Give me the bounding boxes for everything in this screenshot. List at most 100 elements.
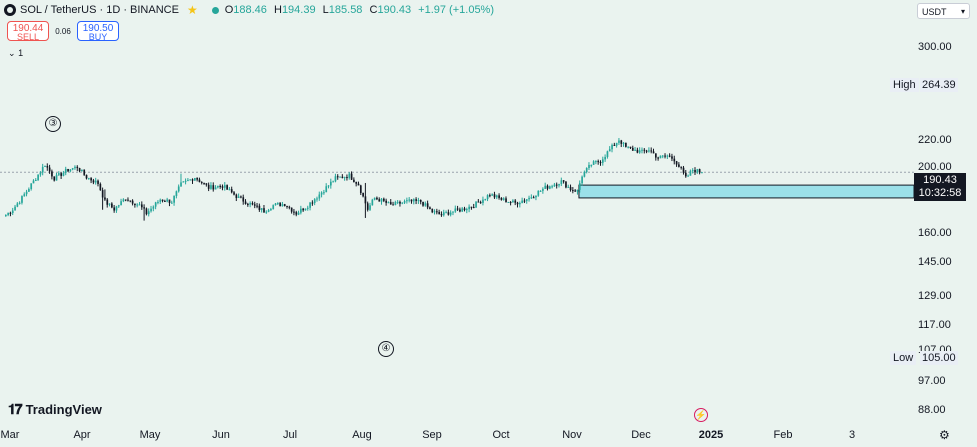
price-label: 145.00 — [918, 256, 952, 268]
candle-body — [350, 173, 353, 180]
candle-body — [348, 173, 351, 178]
candle-body — [682, 167, 685, 173]
candle-body — [410, 199, 413, 202]
candle-body — [263, 208, 265, 213]
candle-body — [136, 204, 139, 206]
candle-body — [618, 140, 620, 143]
time-label: May — [139, 429, 161, 441]
candle-body — [124, 199, 127, 201]
candle-body — [166, 199, 169, 202]
candle-body — [11, 210, 14, 214]
chevron-down-icon[interactable]: ⌄ — [8, 48, 16, 58]
candle-body — [25, 191, 28, 195]
candle-body — [64, 168, 67, 173]
candle-body — [576, 189, 579, 192]
chart-header: SOL / TetherUS · 1D · BINANCE ★ O188.46 … — [0, 0, 900, 20]
candle-body — [92, 180, 95, 183]
price-label: 88.00 — [918, 404, 946, 416]
candle-body — [203, 182, 205, 184]
demand-zone — [578, 184, 915, 199]
candle-body — [380, 198, 383, 202]
candle-body — [228, 189, 231, 191]
candle-body — [408, 199, 411, 201]
currency-label: USDT — [922, 7, 947, 17]
candle-body — [316, 198, 318, 200]
candle-body — [532, 197, 535, 199]
candle-body — [548, 186, 551, 189]
lightning-icon[interactable]: ⚡ — [694, 408, 708, 422]
price-label: 220.00 — [918, 134, 952, 146]
price-label: 117.00 — [918, 319, 951, 331]
candle-body — [101, 190, 104, 198]
candle-body — [90, 178, 92, 181]
candle-body — [461, 208, 464, 212]
candle-body — [309, 202, 311, 208]
candles-group — [5, 138, 703, 221]
time-label: Jul — [282, 429, 298, 441]
candle-body — [555, 184, 558, 186]
currency-select[interactable]: USDT ▾ — [917, 3, 970, 19]
chevron-down-icon: ▾ — [960, 7, 965, 16]
candle-body — [659, 155, 662, 159]
candle-body — [67, 168, 69, 172]
candle-body — [230, 189, 233, 193]
candle-body — [318, 194, 321, 199]
candle-body — [636, 149, 639, 153]
candle-body — [514, 200, 517, 203]
candle-body — [525, 199, 528, 201]
candle-body — [491, 194, 494, 196]
star-icon[interactable]: ★ — [186, 3, 198, 17]
candle-body — [127, 199, 129, 201]
candle-body — [94, 180, 97, 183]
candle-body — [256, 205, 258, 207]
candle-body — [198, 179, 201, 183]
candle-body — [106, 199, 109, 205]
candle-body — [276, 203, 279, 205]
candle-body — [396, 201, 399, 203]
candle-body — [664, 155, 666, 157]
candle-body — [415, 199, 417, 201]
candle-body — [85, 174, 88, 179]
candle-body — [138, 204, 141, 206]
candle-body — [631, 147, 634, 151]
candle-body — [419, 199, 422, 202]
sell-button[interactable]: 190.44 SELL — [7, 21, 49, 42]
candle-body — [323, 192, 325, 194]
candle-body — [394, 202, 397, 206]
candle-body — [244, 201, 247, 204]
solana-icon — [4, 4, 16, 16]
candle-body — [668, 155, 671, 157]
candle-body — [562, 180, 565, 182]
candle-body — [131, 200, 134, 204]
candle-body — [214, 187, 217, 190]
tradingview-logo[interactable]: 𝟏𝟕 TradingView — [8, 401, 102, 418]
candle-body — [99, 183, 102, 191]
candle-body — [459, 209, 461, 212]
candle-body — [426, 203, 429, 208]
candle-body — [544, 185, 547, 189]
candle-body — [542, 188, 544, 191]
buy-button[interactable]: 190.50 BUY — [77, 21, 119, 42]
candle-body — [180, 182, 182, 187]
candle-body — [641, 149, 643, 151]
candle-body — [117, 205, 120, 207]
candle-body — [145, 208, 148, 215]
candle-body — [272, 205, 275, 210]
candle-body — [627, 146, 630, 148]
candle-body — [164, 200, 166, 202]
candle-body — [528, 197, 530, 200]
candle-body — [355, 182, 358, 184]
indicator-collapse[interactable]: ⌄ 1 — [8, 48, 23, 59]
candle-body — [295, 212, 298, 215]
candle-body — [470, 206, 473, 208]
candle-body — [297, 212, 300, 215]
symbol-title[interactable]: SOL / TetherUS · 1D · BINANCE — [20, 4, 179, 16]
gear-icon[interactable]: ⚙ — [939, 428, 950, 442]
candle-body — [701, 172, 703, 174]
candle-body — [696, 169, 699, 173]
time-label: Aug — [352, 429, 372, 441]
candle-body — [233, 192, 235, 195]
candle-body — [486, 195, 489, 200]
candle-body — [325, 186, 328, 193]
